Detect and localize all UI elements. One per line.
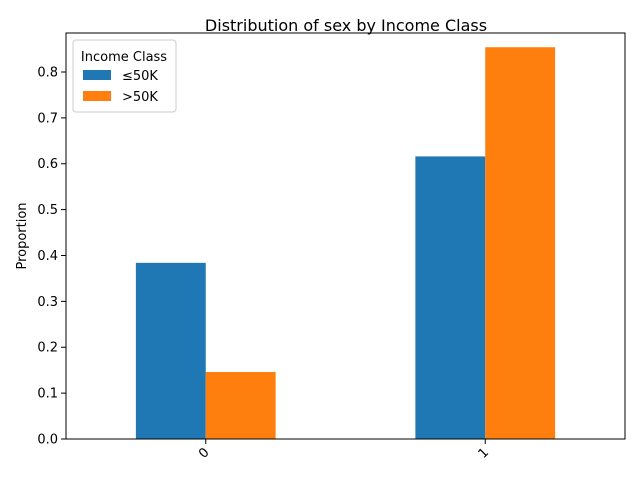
y-tick-label: 0.0	[37, 433, 58, 448]
legend-swatch-le50k	[83, 70, 111, 80]
y-tick-label: 0.8	[37, 65, 58, 80]
legend: Income Class ≤50K >50K	[72, 39, 177, 113]
y-axis-label: Proportion	[15, 202, 30, 269]
x-tick-label: 0	[196, 445, 212, 461]
bar-le50k-cat-0	[135, 262, 206, 439]
legend-title: Income Class	[81, 50, 167, 65]
y-tick-label: 0.6	[37, 157, 58, 172]
legend-label-gt50k: >50K	[122, 90, 158, 105]
plot-frame	[65, 32, 626, 440]
y-tick-label: 0.7	[37, 111, 58, 126]
bar-gt50k-cat-1	[485, 47, 556, 440]
y-tick-label: 0.1	[37, 387, 58, 402]
bar-le50k-cat-1	[415, 156, 486, 440]
bars-layer	[135, 47, 556, 440]
legend-swatch-gt50k	[83, 91, 111, 101]
y-tick-label: 0.2	[37, 341, 58, 356]
legend-label-le50k: ≤50K	[122, 69, 158, 84]
y-tick-label: 0.5	[37, 203, 58, 218]
bar-gt50k-cat-0	[205, 372, 276, 439]
chart-title: Distribution of sex by Income Class	[205, 16, 487, 35]
y-axis: 0.0 0.1 0.2 0.3 0.4 0.5 0.6 0.7 0.8	[37, 65, 66, 448]
x-tick-label: 1	[476, 445, 492, 461]
y-tick-label: 0.3	[37, 295, 58, 310]
y-tick-label: 0.4	[37, 249, 58, 264]
